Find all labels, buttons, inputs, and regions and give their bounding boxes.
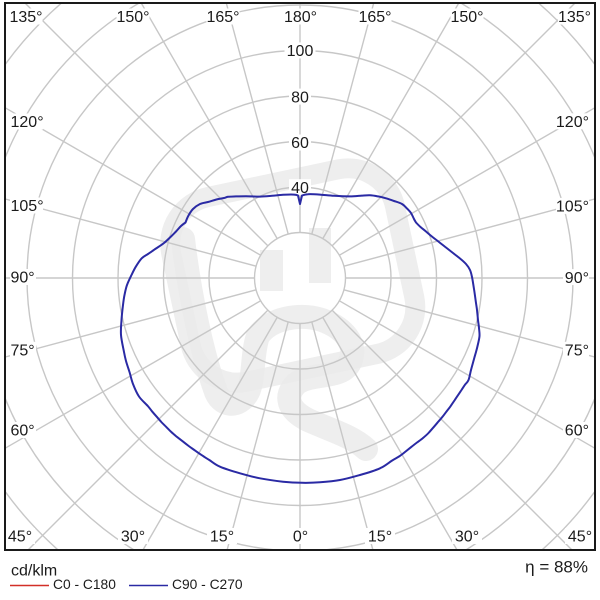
svg-text:90°: 90° xyxy=(565,270,589,287)
svg-text:80: 80 xyxy=(291,89,309,106)
svg-text:120°: 120° xyxy=(11,114,44,131)
svg-text:15°: 15° xyxy=(210,529,234,546)
svg-text:150°: 150° xyxy=(450,9,483,26)
svg-text:150°: 150° xyxy=(116,9,149,26)
svg-text:120°: 120° xyxy=(556,114,589,131)
svg-text:165°: 165° xyxy=(358,9,391,26)
svg-text:30°: 30° xyxy=(121,529,145,546)
svg-text:75°: 75° xyxy=(565,343,589,360)
svg-text:15°: 15° xyxy=(368,529,392,546)
svg-text:η = 88%: η = 88% xyxy=(525,558,588,577)
svg-text:C0 - C180: C0 - C180 xyxy=(53,577,116,592)
svg-text:60: 60 xyxy=(291,135,309,152)
svg-text:135°: 135° xyxy=(558,9,591,26)
svg-text:30°: 30° xyxy=(455,529,479,546)
svg-text:105°: 105° xyxy=(11,198,44,215)
svg-text:45°: 45° xyxy=(568,529,592,546)
svg-text:75°: 75° xyxy=(11,343,35,360)
svg-text:100: 100 xyxy=(287,43,314,60)
svg-text:180°: 180° xyxy=(284,9,317,26)
svg-text:165°: 165° xyxy=(206,9,239,26)
svg-text:60°: 60° xyxy=(565,423,589,440)
svg-text:105°: 105° xyxy=(556,199,589,216)
svg-text:60°: 60° xyxy=(11,423,35,440)
svg-text:40: 40 xyxy=(291,180,309,197)
svg-text:C90 - C270: C90 - C270 xyxy=(172,577,243,592)
svg-text:135°: 135° xyxy=(9,9,42,26)
svg-text:45°: 45° xyxy=(8,529,32,546)
svg-text:90°: 90° xyxy=(11,270,35,287)
svg-text:cd/klm: cd/klm xyxy=(11,563,57,580)
svg-text:0°: 0° xyxy=(293,529,308,546)
